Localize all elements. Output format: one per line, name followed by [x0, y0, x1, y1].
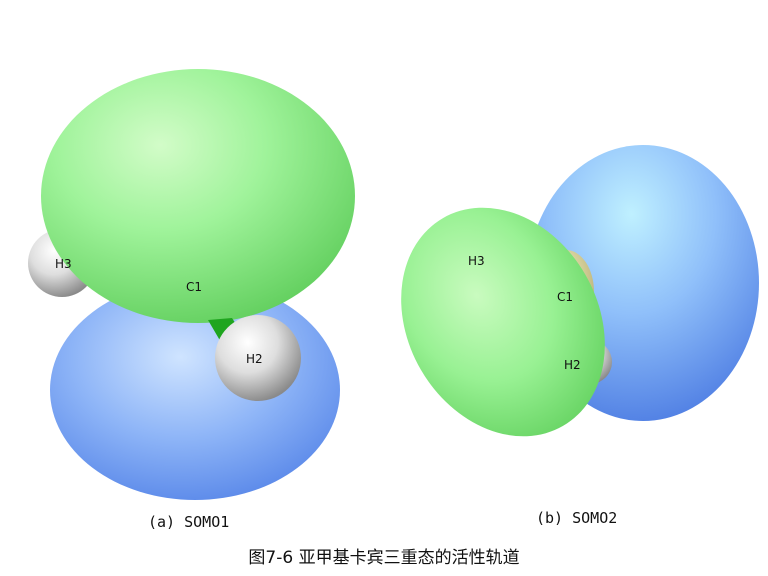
positive-lobe-green	[41, 69, 355, 323]
atom-label-h2: H2	[564, 358, 581, 372]
atom-label-c1: C1	[186, 280, 202, 294]
positive-lobe-green	[401, 207, 605, 437]
atom-label-h2: H2	[246, 352, 263, 366]
panel-b-somo2: H3 C1 H2	[401, 145, 759, 437]
atom-label-c1: C1	[557, 290, 573, 304]
hydrogen-atom-h2	[215, 315, 301, 401]
atom-label-h3: H3	[55, 257, 72, 271]
panel-b-caption: (b) SOMO2	[536, 509, 618, 527]
panel-a-caption: (a) SOMO1	[148, 513, 230, 531]
figure-caption: 图7-6 亚甲基卡宾三重态的活性轨道	[248, 548, 520, 568]
atom-label-h3: H3	[468, 254, 485, 268]
panel-a-somo1: H3 C1 H2	[28, 69, 355, 500]
